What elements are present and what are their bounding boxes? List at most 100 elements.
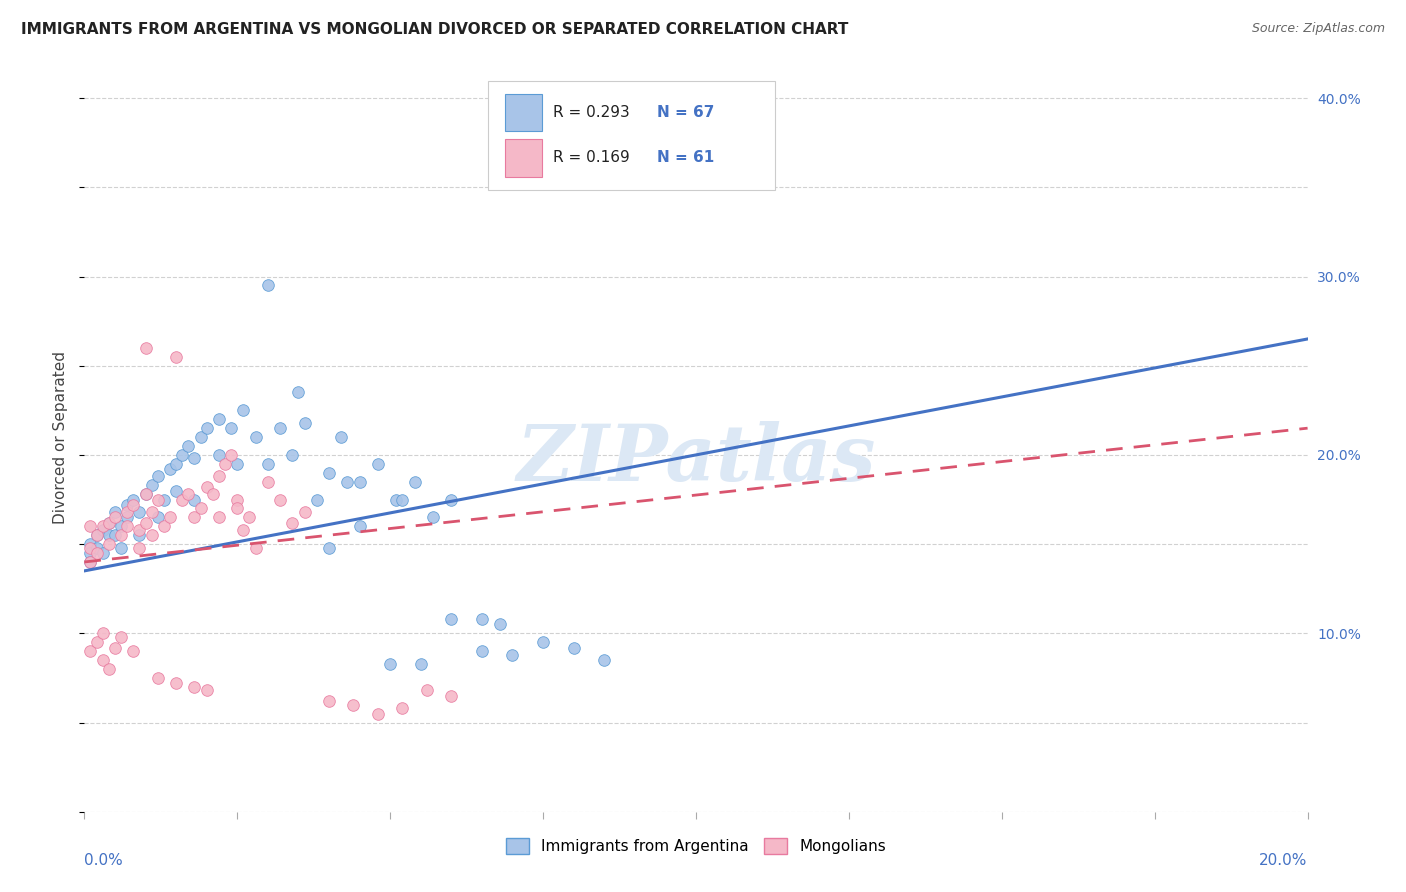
Point (172, 492, 194, 507)
Point (128, 505, 150, 519)
Point (422, 510, 444, 524)
Point (153, 492, 176, 507)
Point (86, 541, 108, 555)
Text: R = 0.169: R = 0.169 (553, 151, 630, 166)
Point (135, 487, 157, 501)
Point (269, 421, 291, 435)
FancyBboxPatch shape (488, 81, 776, 190)
Point (342, 698, 364, 712)
Text: ZIPatlas: ZIPatlas (516, 421, 876, 498)
Point (294, 505, 316, 519)
Point (91, 523, 114, 537)
Point (440, 689, 463, 703)
Point (165, 457, 187, 471)
Point (226, 501, 249, 516)
Point (416, 683, 439, 698)
Point (104, 640, 127, 655)
Point (391, 701, 413, 715)
Point (367, 706, 389, 721)
Point (208, 412, 231, 426)
FancyBboxPatch shape (505, 139, 541, 177)
Point (318, 466, 340, 480)
Point (110, 519, 132, 533)
Point (471, 644, 494, 658)
Point (177, 487, 200, 501)
Y-axis label: Divorced or Separated: Divorced or Separated (53, 351, 69, 524)
Point (104, 510, 127, 524)
Point (104, 528, 127, 542)
Point (122, 492, 145, 507)
Point (79, 519, 101, 533)
Point (110, 541, 132, 555)
Point (86, 546, 108, 560)
Point (115, 498, 138, 512)
Point (146, 671, 169, 685)
Point (183, 451, 205, 466)
Point (86, 635, 108, 649)
Point (367, 457, 389, 471)
Point (135, 341, 157, 355)
Point (257, 475, 280, 489)
Text: 0.0%: 0.0% (84, 853, 124, 868)
Point (257, 278, 280, 293)
Point (208, 510, 231, 524)
Point (115, 519, 138, 533)
Text: N = 61: N = 61 (657, 151, 714, 166)
Point (79, 541, 101, 555)
Point (471, 612, 494, 626)
Point (409, 657, 432, 671)
Point (195, 683, 218, 698)
Point (195, 421, 218, 435)
Text: N = 67: N = 67 (657, 105, 714, 120)
Point (79, 644, 101, 658)
Point (97, 537, 120, 551)
Point (219, 421, 242, 435)
Point (141, 478, 163, 492)
Point (159, 462, 181, 476)
Point (97, 662, 120, 676)
Point (593, 653, 616, 667)
Text: 20.0%: 20.0% (1260, 853, 1308, 868)
FancyBboxPatch shape (505, 94, 541, 131)
Point (336, 475, 359, 489)
Point (208, 448, 231, 462)
Point (183, 510, 205, 524)
Point (146, 510, 169, 524)
Point (79, 555, 101, 569)
Point (226, 492, 249, 507)
Point (122, 498, 145, 512)
Point (79, 555, 101, 569)
Point (219, 448, 242, 462)
Point (91, 546, 114, 560)
Point (183, 492, 205, 507)
Point (146, 469, 169, 483)
Point (440, 612, 463, 626)
Point (128, 541, 150, 555)
Point (146, 492, 169, 507)
Point (91, 653, 114, 667)
Point (97, 516, 120, 530)
Point (86, 528, 108, 542)
Point (153, 519, 176, 533)
Point (159, 510, 181, 524)
Point (305, 492, 328, 507)
Point (214, 457, 236, 471)
Point (141, 528, 163, 542)
Point (183, 680, 205, 694)
Point (91, 626, 114, 640)
Point (104, 505, 127, 519)
Point (330, 430, 353, 444)
Point (110, 630, 132, 644)
Point (257, 457, 280, 471)
Point (79, 546, 101, 560)
Point (404, 475, 426, 489)
Point (135, 516, 157, 530)
Point (391, 492, 413, 507)
Point (97, 528, 120, 542)
Point (97, 516, 120, 530)
Point (349, 475, 371, 489)
Point (349, 519, 371, 533)
Point (201, 487, 224, 501)
Point (562, 640, 585, 655)
Point (165, 350, 187, 364)
